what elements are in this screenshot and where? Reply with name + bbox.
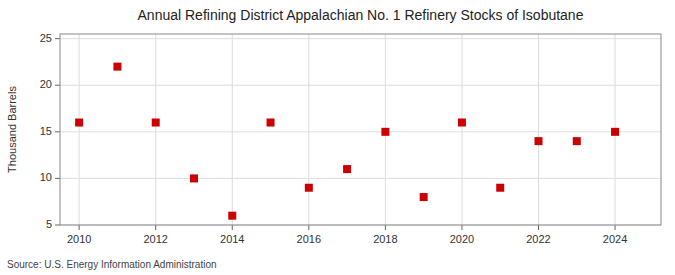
- y-tick-label: 25: [40, 32, 52, 44]
- y-axis-label: Thousand Barrels: [6, 86, 18, 173]
- x-tick-label: 2014: [220, 233, 244, 245]
- x-grid-line: [155, 34, 156, 225]
- points: [75, 63, 619, 220]
- point: [267, 119, 275, 127]
- point: [611, 128, 619, 136]
- point: [305, 184, 313, 192]
- x-grid-line: [308, 34, 309, 225]
- source-note: Source: U.S. Energy Information Administ…: [7, 259, 217, 270]
- y-tick-label: 15: [40, 125, 52, 137]
- x-tick: [232, 225, 233, 230]
- x-tick: [385, 225, 386, 230]
- x-grid-line: [232, 34, 233, 225]
- x-tick: [155, 225, 156, 230]
- x-tick-label: 2012: [143, 233, 167, 245]
- title: Annual Refining District Appalachian No.…: [138, 7, 584, 23]
- point: [458, 119, 466, 127]
- x-grid-line: [79, 34, 80, 225]
- point: [573, 137, 581, 145]
- x-grid-line: [461, 34, 462, 225]
- y-tick: [55, 85, 60, 86]
- point: [496, 184, 504, 192]
- point: [535, 137, 543, 145]
- point: [75, 119, 83, 127]
- point: [420, 193, 428, 201]
- x-tick: [308, 225, 309, 230]
- point: [381, 128, 389, 136]
- y-tick-label: 10: [40, 171, 52, 183]
- grid: [60, 34, 661, 225]
- y-grid-line: [60, 85, 661, 86]
- point: [343, 165, 351, 173]
- x-tick: [538, 225, 539, 230]
- axes: 5 10 15 20 25 2010 2012 2014 2016 2018 2020 2022 202…: [40, 32, 661, 245]
- y-tick: [55, 131, 60, 132]
- y-grid-line: [60, 131, 661, 132]
- y-tick-label: 20: [40, 78, 52, 90]
- x-tick-label: 2024: [603, 233, 627, 245]
- x-tick-label: 2016: [297, 233, 321, 245]
- x-tick-label: 2020: [450, 233, 474, 245]
- point: [113, 63, 121, 71]
- x-tick: [461, 225, 462, 230]
- y-tick: [55, 225, 60, 226]
- x-tick: [79, 225, 80, 230]
- plot-background: [60, 34, 661, 225]
- chart-svg: 5 10 15 20 25 2010 2012 2014 2016 2018 2020 2022 202…: [0, 0, 675, 275]
- chart-container: 5 10 15 20 25 2010 2012 2014 2016 2018 2020 2022 202…: [0, 0, 675, 275]
- y-grid-line: [60, 38, 661, 39]
- x-tick-label: 2022: [526, 233, 550, 245]
- x-tick: [615, 225, 616, 230]
- x-grid-line: [538, 34, 539, 225]
- y-tick: [55, 38, 60, 39]
- point: [228, 212, 236, 220]
- y-tick: [55, 178, 60, 179]
- y-grid-line: [60, 178, 661, 179]
- x-tick-label: 2010: [67, 233, 91, 245]
- plot-frame: [60, 34, 661, 225]
- point: [152, 119, 160, 127]
- y-tick-label: 5: [46, 218, 52, 230]
- point: [190, 174, 198, 182]
- x-tick-label: 2018: [373, 233, 397, 245]
